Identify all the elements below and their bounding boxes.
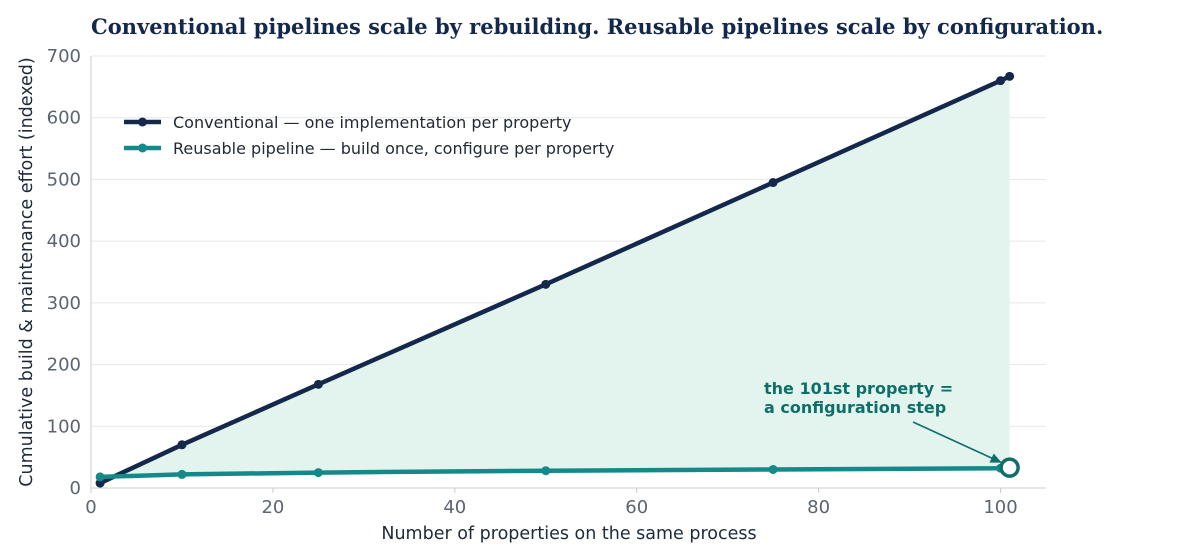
annotation-arrow (912, 421, 1002, 464)
data-point (768, 178, 778, 188)
data-point (177, 469, 187, 479)
data-point (313, 468, 323, 478)
x-axis-label: Number of properties on the same process (381, 524, 756, 544)
y-tick-label: 700 (47, 46, 81, 67)
y-tick-label: 200 (47, 355, 81, 376)
data-point (313, 379, 323, 389)
legend: Conventional — one implementation per pr… (124, 113, 614, 158)
y-tick-label: 0 (70, 478, 81, 499)
x-tick-label: 40 (443, 497, 466, 518)
highlight-marker (999, 457, 1020, 478)
legend-swatch-marker (138, 143, 147, 153)
y-tick-label: 100 (47, 416, 81, 437)
data-point (95, 472, 105, 482)
annotation-text: a configuration step (764, 398, 946, 417)
data-point (95, 478, 105, 488)
x-tick-label: 20 (261, 497, 284, 518)
y-tick-label: 600 (47, 108, 81, 129)
data-point (1005, 71, 1015, 81)
data-point (541, 279, 551, 289)
legend-swatch-marker (138, 117, 147, 127)
annotation-text: the 101st property = (764, 379, 953, 398)
legend-label: Reusable pipeline — build once, configur… (173, 139, 614, 158)
annotation: the 101st property =a configuration step (764, 379, 1020, 478)
y-tick-label: 300 (47, 293, 81, 314)
data-point (996, 76, 1006, 86)
legend-label: Conventional — one implementation per pr… (173, 113, 572, 132)
axes: 0 100 200 300 400 500 600 700 0 20 40 60 80 100 (47, 46, 1046, 518)
y-axis-label: Cumulative build & maintenance effort (i… (17, 57, 37, 486)
data-point (768, 464, 778, 474)
y-tick-label: 500 (47, 169, 81, 190)
chart-title: Conventional pipelines scale by rebuildi… (91, 14, 1103, 39)
y-tick-label: 400 (47, 231, 81, 252)
data-point (541, 466, 551, 476)
data-point (177, 440, 187, 450)
annotation-arrowhead (989, 453, 1002, 463)
x-tick-label: 60 (625, 497, 648, 518)
x-tick-label: 80 (807, 497, 830, 518)
x-tick-label: 100 (983, 497, 1017, 518)
x-tick-label: 0 (85, 497, 96, 518)
